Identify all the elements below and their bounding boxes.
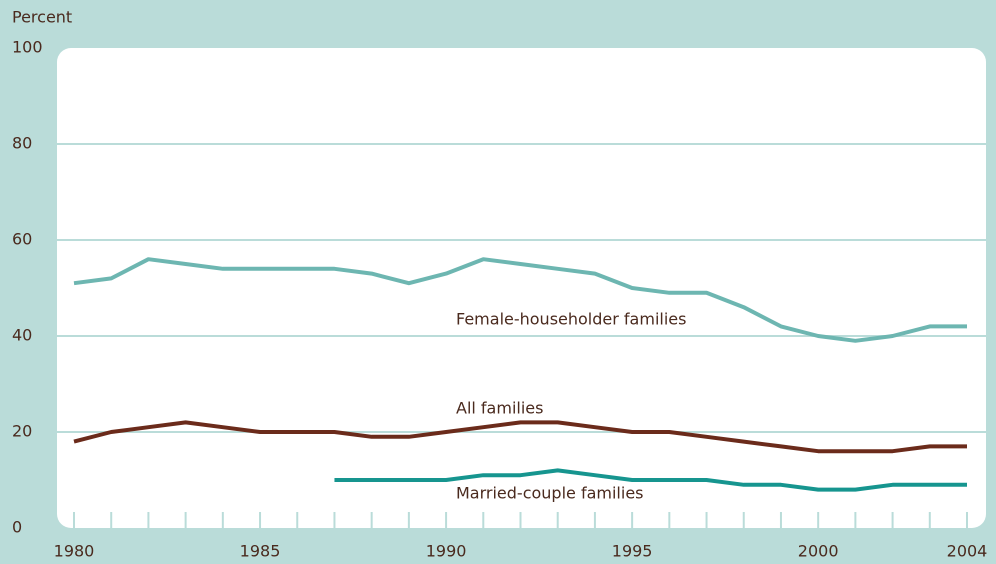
- series-line: [73, 257, 967, 343]
- plot-area: [57, 48, 986, 528]
- y-tick-label: 100: [12, 38, 43, 57]
- series-label: Married-couple families: [456, 484, 644, 503]
- series-label: Female-householder families: [456, 310, 686, 329]
- x-tick-label: 2004: [947, 542, 988, 561]
- x-tick-label: 2000: [798, 542, 839, 561]
- y-tick-label: 20: [12, 422, 32, 441]
- y-axis-label: Percent: [12, 8, 72, 27]
- series-line: [73, 420, 967, 454]
- x-tick-label: 1990: [426, 542, 467, 561]
- y-tick-label: 60: [12, 230, 32, 249]
- series-label: All families: [456, 399, 543, 418]
- y-tick-label: 0: [12, 518, 22, 537]
- y-tick-label: 80: [12, 134, 32, 153]
- x-tick-label: 1985: [240, 542, 281, 561]
- series-line: [334, 468, 967, 492]
- x-tick-label: 1980: [54, 542, 95, 561]
- x-tick-label: 1995: [612, 542, 653, 561]
- y-tick-label: 40: [12, 326, 32, 345]
